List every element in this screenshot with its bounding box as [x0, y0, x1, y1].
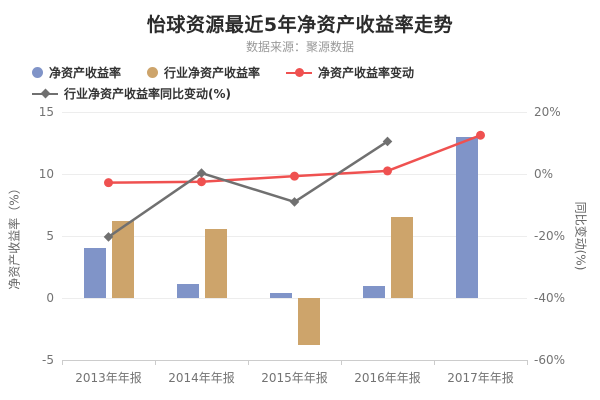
right-axis-tick-label: -20%: [534, 229, 566, 243]
legend-label: 净资产收益率变动: [318, 66, 415, 80]
bar-industry-roe[interactable]: [297, 298, 320, 346]
legend-item-industry-roe-yoy-change[interactable]: 行业净资产收益率同比变动(%): [32, 85, 231, 102]
right-axis-tick-label: -60%: [534, 353, 566, 367]
left-axis-tick-label: -5: [42, 353, 54, 367]
left-axis-tick-label: 5: [46, 229, 54, 243]
left-axis-tick-label: 0: [46, 291, 54, 305]
marker-industry-roe-yoy-change[interactable]: [289, 197, 300, 207]
x-axis-label: 2016年年报: [354, 371, 421, 385]
legend-line-diamond-icon: [32, 88, 58, 99]
bar-roe[interactable]: [176, 284, 199, 298]
bar-roe[interactable]: [455, 136, 478, 298]
marker-industry-roe-yoy-change[interactable]: [382, 136, 393, 147]
line-industry-roe-yoy-change[interactable]: [107, 140, 389, 238]
right-axis-tick-label: 20%: [534, 105, 561, 119]
x-axis-tick: [248, 360, 249, 365]
bar-roe[interactable]: [269, 293, 292, 298]
x-axis-tick: [527, 360, 528, 365]
x-axis-label: 2017年年报: [447, 371, 514, 385]
marker-roe-change[interactable]: [104, 178, 113, 188]
legend-label: 行业净资产收益率: [164, 66, 261, 80]
gridline: [62, 112, 527, 113]
legend-item-roe[interactable]: 净资产收益率: [32, 64, 121, 81]
chart-title: 怡球资源最近5年净资产收益率走势: [146, 14, 454, 36]
x-axis-tick: [62, 360, 63, 365]
x-axis-tick: [155, 360, 156, 365]
x-axis-label: 2015年年报: [261, 371, 328, 385]
right-axis-tick-label: -40%: [534, 291, 566, 305]
chart-subtitle: 数据来源：聚源数据: [245, 40, 354, 54]
legend-circle-icon: [32, 67, 43, 78]
legend-circle-icon: [147, 67, 159, 78]
x-axis-line: [62, 360, 527, 361]
x-axis-label: 2013年年报: [75, 371, 142, 385]
left-axis-tick-label: 10: [38, 167, 54, 181]
marker-roe-change[interactable]: [197, 177, 206, 187]
legend-row-2: 行业净资产收益率同比变动(%): [32, 85, 572, 102]
x-axis-tick: [341, 360, 342, 365]
legend-item-industry-roe[interactable]: 行业净资产收益率: [147, 64, 260, 81]
bar-industry-roe[interactable]: [204, 228, 227, 298]
legend-row-1: 净资产收益率 行业净资产收益率 净资产收益率变动: [32, 64, 572, 81]
legend-line-dot-icon: [286, 67, 313, 78]
bar-industry-roe[interactable]: [390, 217, 413, 298]
legend: 净资产收益率 行业净资产收益率 净资产收益率变动 行业净资产收益率同比变动(%): [32, 64, 572, 106]
legend-label: 净资产收益率: [49, 66, 122, 80]
line-roe-change[interactable]: [108, 134, 481, 184]
legend-item-roe-change[interactable]: 净资产收益率变动: [286, 64, 414, 81]
legend-label: 行业净资产收益率同比变动(%): [64, 87, 231, 101]
right-axis-tick-label: 0%: [534, 167, 554, 181]
x-axis-label: 2014年年报: [168, 371, 235, 385]
left-axis-tick-label: 15: [38, 105, 54, 119]
bar-industry-roe[interactable]: [111, 221, 134, 298]
x-axis-tick: [434, 360, 435, 365]
gridline: [62, 298, 527, 299]
bar-roe[interactable]: [83, 248, 106, 298]
bar-roe[interactable]: [362, 285, 385, 298]
